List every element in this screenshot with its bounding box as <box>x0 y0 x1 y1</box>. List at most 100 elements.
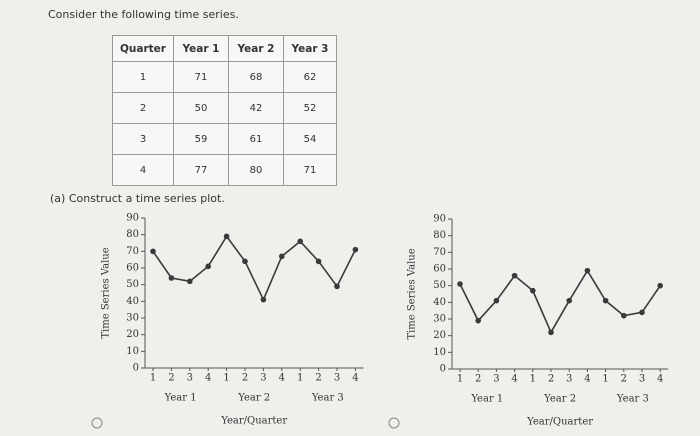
data-point <box>530 287 536 294</box>
y-tick-label: 70 <box>433 247 446 258</box>
group-label: Year 2 <box>237 393 270 404</box>
data-point <box>621 312 627 319</box>
data-point <box>657 282 663 289</box>
x-tick-label: 4 <box>352 373 358 384</box>
series-line <box>152 234 357 302</box>
y-tick-label: 60 <box>126 263 139 274</box>
table-cell: 54 <box>283 123 337 155</box>
data-point <box>187 278 193 285</box>
x-tick-label: 4 <box>205 373 211 384</box>
y-tick-label: 90 <box>126 213 139 224</box>
y-tick-label: 10 <box>433 347 446 358</box>
y-tick-label: 50 <box>126 279 139 290</box>
radio-button[interactable] <box>91 417 103 429</box>
table-row: 2 50 42 52 <box>112 92 337 124</box>
data-point <box>511 272 518 279</box>
data-point <box>584 267 591 274</box>
part-a: (a) Construct a time series plot. <box>50 192 225 205</box>
table-cell: 80 <box>228 154 284 186</box>
group-label: Year 3 <box>616 394 649 405</box>
table-cell: 52 <box>283 92 337 124</box>
table-cell: 3 <box>112 123 174 155</box>
data-table: Quarter Year 1 Year 2 Year 3 1 71 68 62 2 50 4… <box>112 35 337 186</box>
y-tick-label: 70 <box>126 246 139 257</box>
y-tick-label: 80 <box>126 229 139 240</box>
data-point <box>242 258 248 265</box>
y-tick-label: 90 <box>433 214 446 225</box>
series-line <box>459 269 661 335</box>
y-axis-label: Time Series Value <box>407 248 418 339</box>
y-tick-label: 30 <box>126 313 139 324</box>
y-tick-label: 60 <box>433 264 446 275</box>
data-point <box>297 238 304 245</box>
x-tick-label: 4 <box>584 374 590 385</box>
x-tick-label: 1 <box>602 374 608 385</box>
x-tick-label: 4 <box>511 374 517 385</box>
x-tick-label: 2 <box>242 373 248 384</box>
x-tick-label: 1 <box>457 374 463 385</box>
table-cell: 4 <box>112 154 174 186</box>
data-point <box>457 281 463 287</box>
x-tick-label: 3 <box>187 373 193 384</box>
header-row: Quarter Year 1 Year 2 Year 3 <box>112 35 337 62</box>
prompt: Consider the following time series. <box>48 8 239 21</box>
x-tick-label: 3 <box>260 373 266 384</box>
table-cell: 42 <box>228 92 284 124</box>
x-axis-label: Year/Quarter <box>220 416 287 427</box>
table-cell: 50 <box>173 92 229 124</box>
x-tick-label: 1 <box>530 374 536 385</box>
y-tick-label: 10 <box>126 346 139 357</box>
y-tick-label: 20 <box>433 330 446 341</box>
table-cell: 71 <box>173 61 229 93</box>
data-point <box>260 296 267 303</box>
data-point <box>205 263 211 270</box>
x-tick-label: 2 <box>548 374 554 385</box>
data-point <box>566 297 572 304</box>
y-tick-label: 40 <box>433 297 446 308</box>
x-tick-label: 3 <box>639 374 645 385</box>
y-tick-label: 20 <box>126 329 139 340</box>
y-tick-label: 80 <box>433 230 446 241</box>
x-tick-label: 2 <box>621 374 627 385</box>
data-point <box>168 275 175 281</box>
group-label: Year 1 <box>470 394 503 405</box>
table-cell: 77 <box>173 154 229 186</box>
x-tick-label: 3 <box>334 373 340 384</box>
group-label: Year 1 <box>164 393 197 404</box>
table-cell: 62 <box>283 61 337 93</box>
data-point <box>639 309 645 316</box>
table-cell: 71 <box>283 154 337 186</box>
data-point <box>334 283 340 290</box>
y-tick-label: 0 <box>440 364 446 375</box>
data-point <box>352 246 359 253</box>
x-tick-label: 4 <box>279 373 285 384</box>
x-tick-label: 2 <box>475 374 481 385</box>
header-cell: Year 3 <box>283 35 337 62</box>
table-row: 3 59 61 54 <box>112 123 337 155</box>
x-tick-label: 3 <box>493 374 499 385</box>
data-point <box>223 233 230 240</box>
data-point <box>150 248 156 255</box>
table-row: 4 77 80 71 <box>112 154 337 186</box>
y-tick-label: 50 <box>433 280 446 291</box>
x-tick-label: 3 <box>566 374 572 385</box>
group-label: Year 2 <box>543 394 576 405</box>
data-point <box>315 258 322 265</box>
x-tick-label: 2 <box>168 373 174 384</box>
x-tick-label: 1 <box>223 373 229 384</box>
data-point <box>475 317 482 324</box>
y-tick-label: 0 <box>133 363 139 374</box>
x-axis-label: Year/Quarter <box>526 417 593 428</box>
x-tick-label: 1 <box>297 373 303 384</box>
y-tick-label: 30 <box>433 314 446 325</box>
data-point <box>548 329 554 336</box>
y-tick-label: 40 <box>126 296 139 307</box>
radio-button[interactable] <box>388 417 400 429</box>
x-tick-label: 4 <box>657 374 663 385</box>
x-tick-label: 1 <box>150 373 156 384</box>
table-body: 1 71 68 62 2 50 42 52 3 59 61 54 4 77 80 71 <box>112 61 337 186</box>
group-label: Year 3 <box>311 393 344 404</box>
data-point <box>279 253 285 260</box>
